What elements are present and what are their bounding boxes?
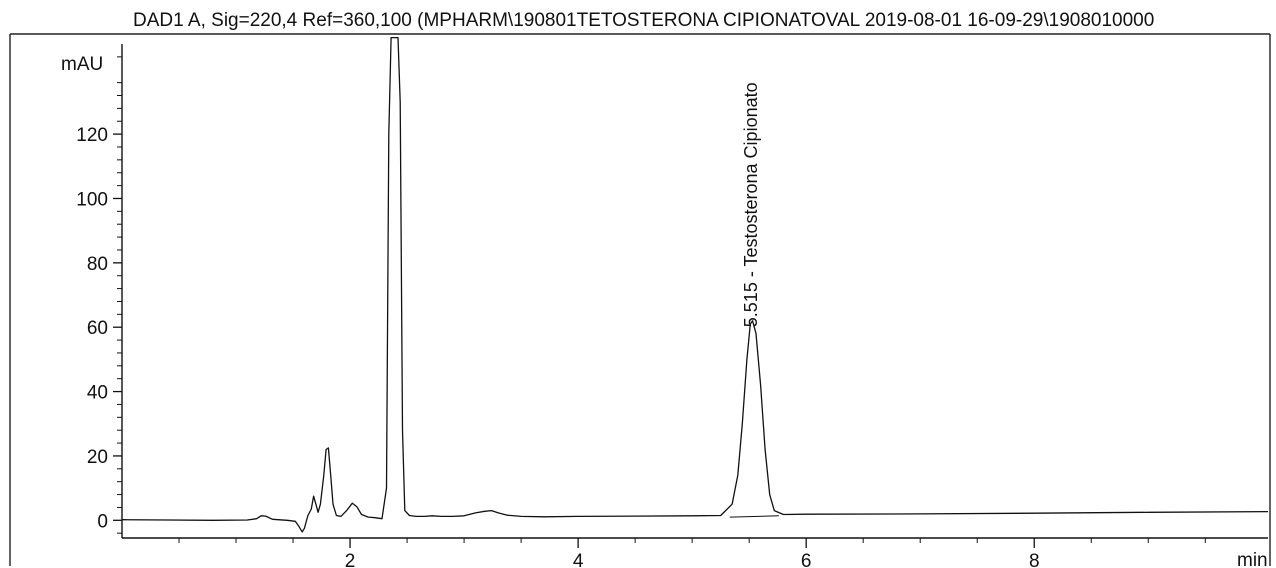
x-axis-unit-label: min: [1237, 550, 1268, 568]
chart-title: DAD1 A, Sig=220,4 Ref=360,100 (MPHARM\19…: [133, 10, 1154, 31]
x-tick-label: 2: [345, 551, 356, 568]
x-axis: 2 4 6 8: [122, 537, 1268, 568]
y-tick-label: 80: [87, 254, 108, 275]
x-tick-label: 4: [573, 551, 584, 568]
y-tick-label: 60: [87, 318, 108, 339]
y-tick-label: 120: [76, 125, 108, 146]
plot-area: [121, 36, 1269, 533]
peak-label: 5.515 - Testosterona Cipionato: [741, 82, 761, 327]
chromatogram-trace: [121, 36, 1269, 533]
x-tick-label: 6: [801, 551, 812, 568]
y-tick-label: 100: [76, 189, 108, 210]
y-axis: 0 20 40 60 80 100 120: [76, 44, 123, 538]
y-axis-unit-label: mAU: [61, 54, 103, 75]
x-tick-label: 8: [1029, 551, 1040, 568]
y-tick-label: 40: [87, 383, 108, 404]
integration-baseline: [729, 515, 779, 518]
peak-annotations: 5.515 - Testosterona Cipionato: [741, 82, 761, 327]
y-tick-label: 0: [97, 511, 108, 532]
y-tick-label: 20: [87, 447, 108, 468]
